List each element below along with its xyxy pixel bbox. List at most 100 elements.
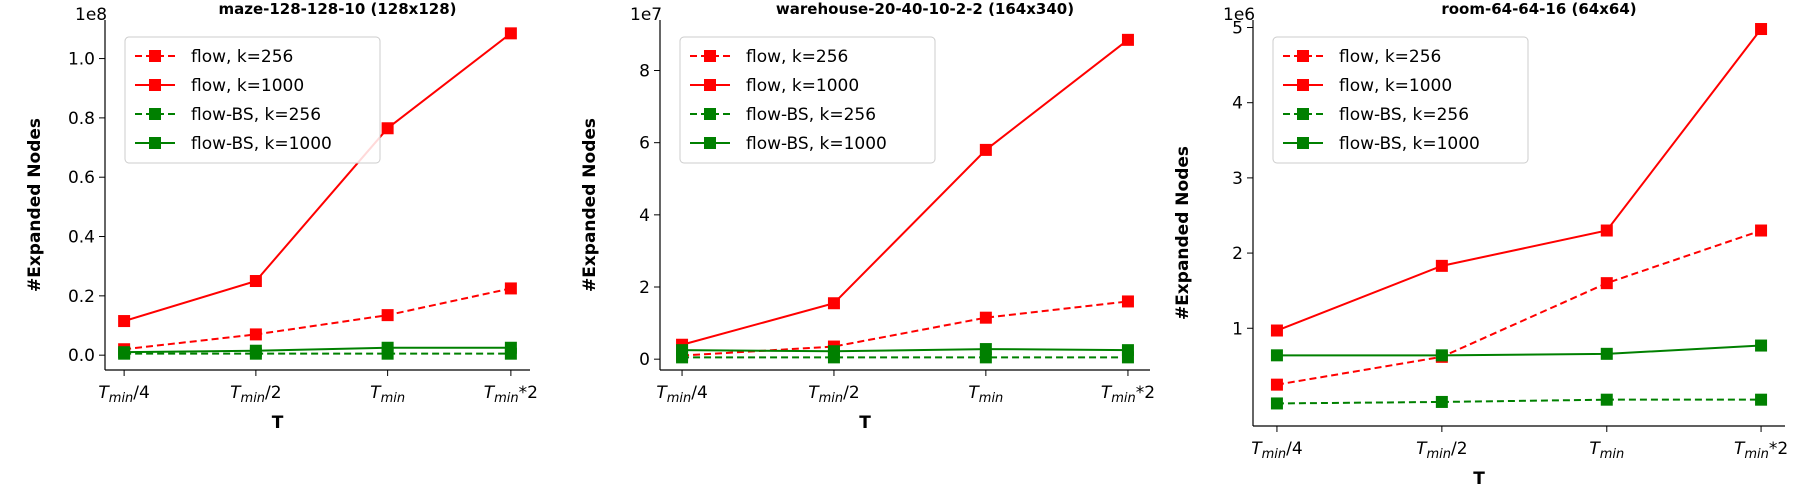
x-tick-label: Tmin bbox=[1589, 439, 1624, 462]
tick-label-t: T bbox=[808, 383, 820, 403]
legend-marker bbox=[704, 137, 716, 149]
y-tick-label: 3 bbox=[1232, 169, 1243, 189]
axis-offset-text: 1e8 bbox=[75, 5, 107, 25]
chart-title: room-64-64-16 (64x64) bbox=[1441, 0, 1636, 18]
legend-marker bbox=[704, 79, 716, 91]
data-point-marker bbox=[979, 311, 992, 324]
axis-offset-text: 1e6 bbox=[1223, 5, 1255, 25]
tick-label-subscript: min bbox=[979, 391, 1004, 406]
tick-label-suffix: /4 bbox=[133, 383, 150, 403]
data-point-marker bbox=[249, 328, 262, 341]
chart-panel-1: maze-128-128-10 (128x128) 1e8 0.0 0.2 0.4 0.6… bbox=[25, 0, 538, 433]
legend-label: flow, k=256 bbox=[191, 47, 293, 67]
x-tick-label: Tmin*2 bbox=[484, 383, 538, 406]
legend-label: flow, k=1000 bbox=[191, 76, 304, 96]
tick-label-subscript: min bbox=[381, 391, 406, 406]
data-point-marker bbox=[1600, 277, 1613, 290]
x-tick-label: Tmin/4 bbox=[1251, 439, 1302, 462]
legend-label: flow-BS, k=1000 bbox=[746, 134, 887, 154]
y-tick-label: 4 bbox=[639, 206, 650, 226]
x-tick-label: Tmin/2 bbox=[1416, 439, 1467, 462]
data-point-marker bbox=[1755, 339, 1768, 352]
data-point-marker bbox=[249, 344, 262, 357]
legend-label: flow-BS, k=1000 bbox=[1339, 134, 1480, 154]
data-point-marker bbox=[1270, 378, 1283, 391]
chart-title: warehouse-20-40-10-2-2 (164x340) bbox=[776, 0, 1074, 18]
y-axis-label: #Expanded Nodes bbox=[1173, 146, 1193, 320]
legend-label: flow-BS, k=256 bbox=[746, 105, 876, 125]
axis-offset-text: 1e7 bbox=[630, 5, 662, 25]
y-tick-label: 6 bbox=[639, 134, 650, 154]
x-tick-label: Tmin bbox=[370, 383, 405, 406]
data-point-marker bbox=[1600, 347, 1613, 360]
data-point-marker bbox=[1435, 395, 1448, 408]
tick-label-subscript: min bbox=[1427, 447, 1452, 462]
y-tick-label: 1 bbox=[1232, 319, 1243, 339]
data-point-marker bbox=[827, 297, 840, 310]
data-point-marker bbox=[827, 345, 840, 358]
legend-box bbox=[679, 36, 936, 164]
legend-label: flow-BS, k=1000 bbox=[191, 134, 332, 154]
legend-label: flow, k=256 bbox=[1339, 47, 1441, 67]
data-point-marker bbox=[381, 341, 394, 354]
data-point-marker bbox=[1755, 393, 1768, 406]
data-point-marker bbox=[504, 341, 517, 354]
y-axis-label: #Expanded Nodes bbox=[25, 118, 45, 292]
data-point-marker bbox=[1121, 33, 1134, 46]
tick-label-suffix: /4 bbox=[1286, 439, 1303, 459]
series-line-2 bbox=[681, 39, 1129, 346]
y-tick-label: 4 bbox=[1232, 94, 1243, 114]
y-tick-label: 0.0 bbox=[68, 346, 95, 366]
data-point-marker bbox=[504, 282, 517, 295]
tick-label-t: T bbox=[968, 383, 980, 403]
data-point-marker bbox=[1270, 397, 1283, 410]
legend-marker bbox=[1297, 108, 1309, 120]
legend-marker bbox=[704, 50, 716, 62]
legend-label: flow, k=256 bbox=[746, 47, 848, 67]
series-line-3 bbox=[1276, 398, 1762, 405]
tick-label-t: T bbox=[1416, 439, 1428, 459]
tick-label-t: T bbox=[1251, 439, 1263, 459]
x-tick-label: Tmin*2 bbox=[1101, 383, 1155, 406]
x-axis-label: T bbox=[859, 413, 871, 433]
x-tick-label: Tmin/4 bbox=[656, 383, 707, 406]
y-tick-label: 2 bbox=[1232, 244, 1243, 264]
series-line-1 bbox=[124, 287, 512, 351]
legend-marker bbox=[1297, 50, 1309, 62]
legend-marker bbox=[149, 108, 161, 120]
tick-label-subscript: min bbox=[494, 391, 519, 406]
tick-label-subscript: min bbox=[241, 391, 266, 406]
tick-label-suffix: *2 bbox=[1136, 383, 1155, 403]
data-point-marker bbox=[249, 275, 262, 288]
y-tick-label: 8 bbox=[639, 62, 650, 82]
tick-label-t: T bbox=[484, 383, 496, 403]
x-tick-label: Tmin/4 bbox=[98, 383, 149, 406]
tick-label-suffix: /2 bbox=[843, 383, 860, 403]
data-point-marker bbox=[1435, 259, 1448, 272]
series-line-4 bbox=[1276, 344, 1762, 357]
y-tick-label: 1.0 bbox=[68, 50, 95, 70]
data-point-marker bbox=[1270, 349, 1283, 362]
legend-marker bbox=[149, 50, 161, 62]
x-tick-label: Tmin/2 bbox=[808, 383, 859, 406]
tick-label-subscript: min bbox=[819, 391, 844, 406]
tick-label-t: T bbox=[1101, 383, 1113, 403]
legend-marker bbox=[149, 137, 161, 149]
y-tick-label: 0.2 bbox=[68, 287, 95, 307]
tick-label-t: T bbox=[1734, 439, 1746, 459]
data-point-marker bbox=[676, 344, 689, 357]
data-point-marker bbox=[381, 309, 394, 322]
data-point-marker bbox=[979, 343, 992, 356]
y-tick-label: 0.8 bbox=[68, 109, 95, 129]
tick-label-t: T bbox=[98, 383, 110, 403]
tick-label-subscript: min bbox=[1744, 447, 1769, 462]
legend-marker bbox=[149, 79, 161, 91]
x-tick-label: Tmin*2 bbox=[1734, 439, 1788, 462]
data-point-marker bbox=[1270, 324, 1283, 337]
y-tick-label: 5 bbox=[1232, 19, 1243, 39]
tick-label-subscript: min bbox=[667, 391, 692, 406]
legend-label: flow-BS, k=256 bbox=[1339, 105, 1469, 125]
legend-marker bbox=[1297, 137, 1309, 149]
data-point-marker bbox=[1600, 393, 1613, 406]
